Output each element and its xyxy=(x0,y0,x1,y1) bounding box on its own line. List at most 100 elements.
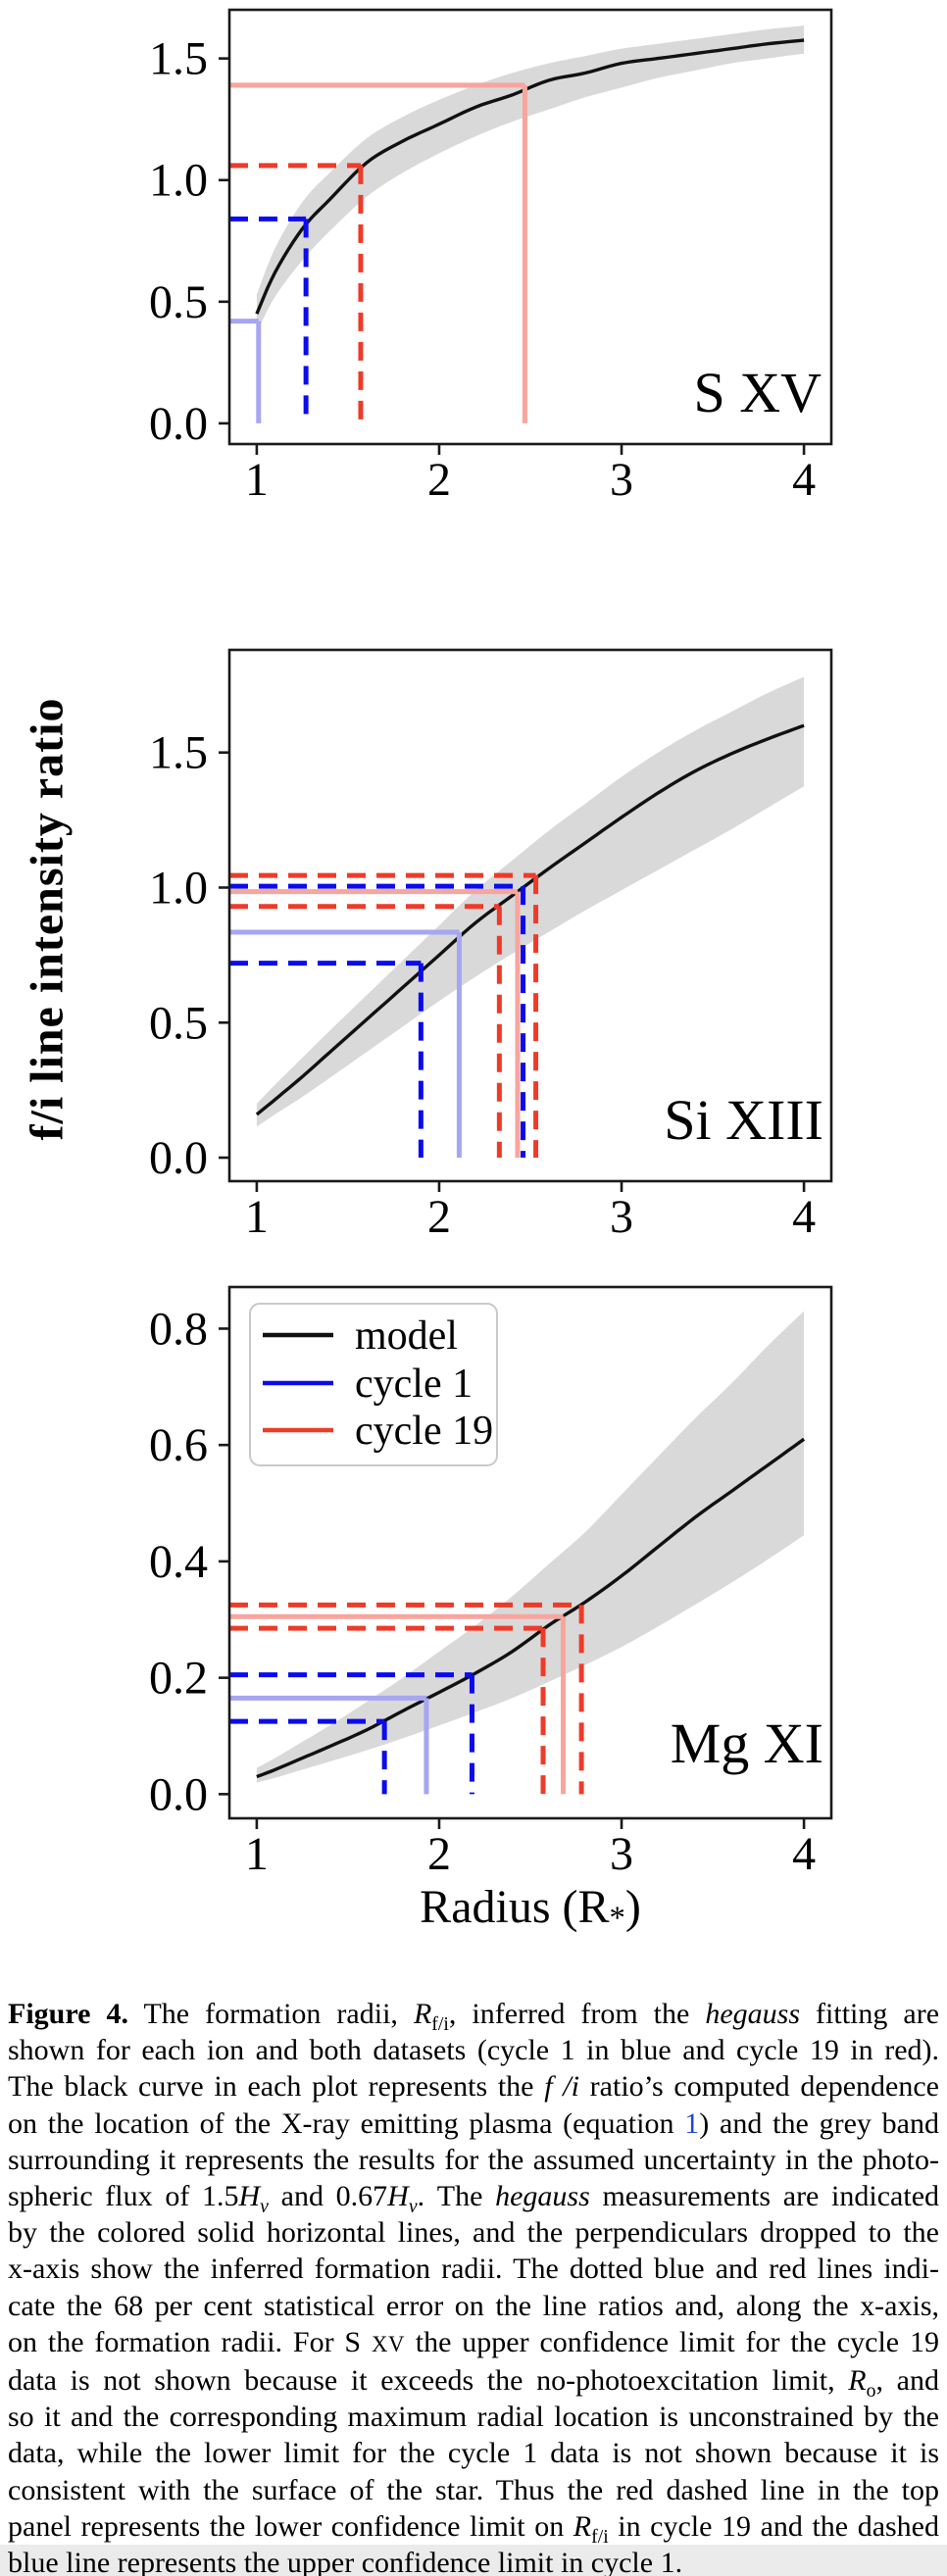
caption-text: hegauss xyxy=(495,2180,590,2213)
y-tick-label: 0.0 xyxy=(149,1132,208,1184)
caption-text: f /i xyxy=(544,2070,579,2104)
caption-text: spheric flux of 1.5 xyxy=(8,2180,239,2213)
y-tick-label: 1.5 xyxy=(149,33,208,85)
y-tick-label: 0.5 xyxy=(149,997,208,1049)
caption-line: Figure 4. The formation radii, Rf/i, inf… xyxy=(8,1996,939,2035)
y-tick-label: 1.0 xyxy=(149,155,208,207)
caption-line: surrounding it represents the results fo… xyxy=(8,2142,939,2178)
caption-text: by the colored solid horizontal lines, a… xyxy=(8,2216,939,2250)
y-axis-label: f/i line intensity ratio xyxy=(21,697,74,1141)
caption-text: The formation radii, xyxy=(127,1998,414,2030)
caption-text: blue line represents the upper confidenc… xyxy=(8,2547,683,2576)
caption-text: , inferred from the xyxy=(448,1998,706,2030)
x-tick-label: 4 xyxy=(792,1191,816,1243)
caption-text: Figure 4. xyxy=(8,1998,128,2030)
x-tick-label: 2 xyxy=(427,454,451,506)
caption-text: hegauss xyxy=(705,1998,801,2030)
y-tick-label: 1.0 xyxy=(149,862,208,914)
uncertainty-band xyxy=(256,1311,805,1783)
caption-text: data is not shown because it exceeds the… xyxy=(8,2364,849,2398)
caption-line: x-axis show the inferred formation radii… xyxy=(8,2251,939,2287)
axes-box xyxy=(227,8,833,446)
x-tick-label: 4 xyxy=(792,454,816,506)
y-tick-label: 0.5 xyxy=(149,276,208,328)
caption-text: ν xyxy=(408,2196,418,2218)
caption-line: The black curve in each plot represents … xyxy=(8,2068,939,2105)
x-tick-label: 4 xyxy=(792,1828,816,1880)
legend-label: cycle 19 xyxy=(355,1409,493,1454)
caption-text: , and xyxy=(875,2364,939,2398)
caption-line: spheric flux of 1.5Hν and 0.67Hν. The he… xyxy=(8,2178,940,2218)
x-axis-label-subscript: * xyxy=(609,1901,625,1936)
uncertainty-band xyxy=(256,25,805,332)
y-tick-label: 0.0 xyxy=(149,1768,208,1820)
x-axis-label-suffix: ) xyxy=(624,1881,641,1933)
caption-line: on the location of the X-ray emitting pl… xyxy=(8,2105,939,2142)
caption-line: shown for each ion and both datasets (cy… xyxy=(8,2032,939,2068)
caption-line: by the colored solid horizontal lines, a… xyxy=(8,2214,939,2251)
caption-text: The black curve in each plot represents … xyxy=(8,2070,545,2104)
y-tick-label: 0.6 xyxy=(149,1419,208,1471)
caption-line: on the formation radii. For S xv the upp… xyxy=(8,2324,939,2362)
caption-text: f/i xyxy=(431,2013,449,2035)
caption-text: on the formation radii. For S xyxy=(8,2325,372,2358)
caption-text: R xyxy=(413,1998,432,2030)
x-axis-label-prefix: Radius (R xyxy=(420,1881,610,1933)
model-curve xyxy=(255,723,805,1116)
y-tick-label: 1.5 xyxy=(149,727,208,779)
x-tick-label: 2 xyxy=(427,1828,451,1880)
caption-text: x-axis show the inferred formation radii… xyxy=(8,2253,939,2286)
caption-text: o xyxy=(866,2380,876,2403)
page-bottom-strip xyxy=(0,2545,947,2576)
ion-label: Mg XI xyxy=(671,1711,823,1775)
figure-caption: Figure 4. The formation radii, Rf/i, inf… xyxy=(8,1996,939,2576)
caption-text: R xyxy=(848,2364,867,2398)
y-tick-label: 0.2 xyxy=(149,1653,208,1705)
figure-canvas: 1 2 3 4 0.0 0.5 1.0 1.5 S XV 1 2 3 4 0.0 0.5 1.0 1.5 Si X… xyxy=(149,8,833,1880)
caption-line: blue line represents the upper confidenc… xyxy=(8,2545,939,2576)
caption-line: data, while the lower limit for the cycl… xyxy=(8,2435,939,2471)
caption-text: R xyxy=(573,2509,592,2543)
caption-text: f/i xyxy=(591,2525,609,2548)
equation-1-link[interactable]: 1 xyxy=(684,2106,700,2140)
legend-box xyxy=(249,1303,498,1466)
x-tick-label: 3 xyxy=(610,454,633,506)
caption-line: so it and the corresponding maximum radi… xyxy=(8,2399,939,2435)
caption-text: consistent with the surface of the star.… xyxy=(8,2473,939,2506)
caption-text: on the location of the X-ray emitting pl… xyxy=(8,2106,685,2140)
caption-text: ratio’s computed dependence xyxy=(578,2070,939,2104)
axes-box xyxy=(227,1285,833,1820)
caption-text: measurements are indicated xyxy=(589,2180,940,2213)
caption-text: panel represents the lower confidence li… xyxy=(8,2509,573,2543)
caption-text: and 0.67 xyxy=(268,2180,388,2213)
caption-line: cate the 68 per cent statistical error o… xyxy=(8,2288,939,2324)
ion-label: S XV xyxy=(693,361,822,424)
uncertainty-band xyxy=(256,676,805,1127)
y-tick-label: 0.4 xyxy=(149,1536,208,1588)
x-tick-label: 3 xyxy=(610,1828,633,1880)
x-tick-label: 1 xyxy=(245,1828,269,1880)
legend-label: model xyxy=(355,1313,458,1359)
legend-label: cycle 1 xyxy=(355,1362,473,1407)
y-tick-label: 0.0 xyxy=(149,398,208,450)
caption-text: H xyxy=(238,2180,261,2213)
model-curve xyxy=(256,1437,806,1779)
caption-text: in cycle 19 and the dashed xyxy=(608,2509,940,2543)
ion-label: Si XIII xyxy=(664,1088,823,1152)
caption-text: . The xyxy=(417,2180,496,2213)
model-curve xyxy=(255,38,805,315)
panel-s-xv: 1 2 3 4 0.0 0.5 1.0 1.5 S XV xyxy=(149,8,833,506)
caption-text: cate the 68 per cent statistical error o… xyxy=(8,2289,939,2322)
caption-text: data, while the lower limit for the cycl… xyxy=(8,2437,939,2470)
caption-text: so it and the corresponding maximum radi… xyxy=(8,2401,939,2434)
caption-text: surrounding it represents the results fo… xyxy=(8,2143,939,2176)
x-tick-label: 3 xyxy=(610,1191,633,1243)
caption-line: data is not shown because it exceeds the… xyxy=(8,2362,939,2403)
caption-text: xv xyxy=(371,2331,405,2356)
caption-text: H xyxy=(387,2180,409,2213)
x-axis-label: Radius (R*) xyxy=(229,1880,831,1937)
caption-text: the upper confidence limit for the cycle… xyxy=(404,2325,939,2358)
